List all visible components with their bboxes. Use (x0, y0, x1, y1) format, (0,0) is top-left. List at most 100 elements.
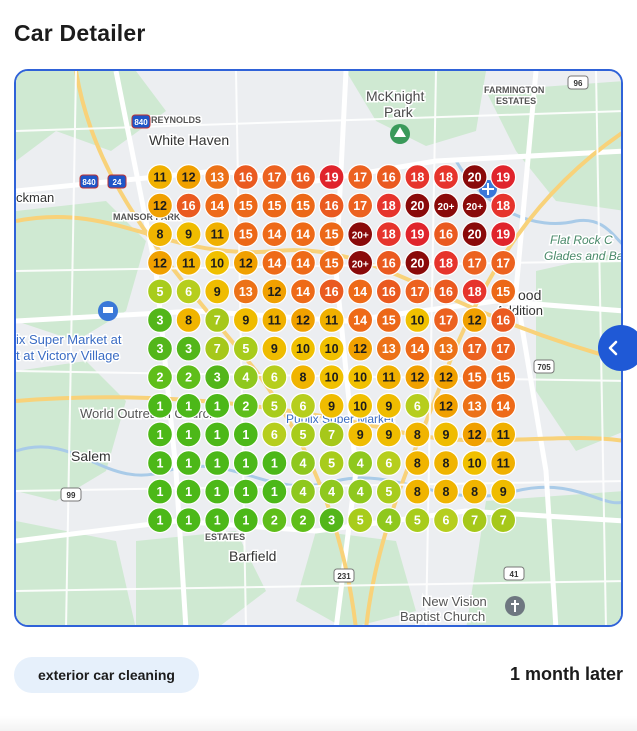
rank-pin[interactable]: 9 (232, 307, 259, 334)
rank-pin[interactable]: 4 (347, 450, 374, 477)
rank-pin[interactable]: 20+ (461, 192, 488, 219)
rank-pin[interactable]: 16 (318, 192, 345, 219)
rank-pin[interactable]: 12 (461, 307, 488, 334)
rank-pin[interactable]: 17 (461, 335, 488, 362)
rank-pin[interactable]: 6 (290, 392, 317, 419)
rank-pin[interactable]: 1 (175, 392, 202, 419)
rank-pin[interactable]: 12 (347, 335, 374, 362)
rank-pin[interactable]: 3 (175, 335, 202, 362)
rank-pin[interactable]: 17 (490, 335, 517, 362)
rank-pin[interactable]: 11 (375, 364, 402, 391)
rank-pin[interactable]: 12 (433, 392, 460, 419)
rank-pin[interactable]: 17 (404, 278, 431, 305)
rank-pin[interactable]: 6 (261, 421, 288, 448)
rank-pin[interactable]: 2 (147, 364, 174, 391)
rank-pin[interactable]: 15 (490, 364, 517, 391)
rank-pin[interactable]: 8 (461, 478, 488, 505)
rank-pin[interactable]: 11 (490, 450, 517, 477)
rank-pin[interactable]: 15 (490, 278, 517, 305)
rank-pin[interactable]: 1 (232, 478, 259, 505)
rank-pin[interactable]: 16 (232, 163, 259, 190)
rank-pin[interactable]: 14 (290, 278, 317, 305)
rank-pin[interactable]: 15 (232, 192, 259, 219)
rank-pin[interactable]: 1 (147, 392, 174, 419)
rank-pin[interactable]: 12 (147, 192, 174, 219)
rank-pin[interactable]: 6 (433, 507, 460, 534)
rank-pin[interactable]: 20 (404, 192, 431, 219)
rank-pin[interactable]: 1 (204, 392, 231, 419)
rank-pin[interactable]: 1 (204, 450, 231, 477)
rank-pin[interactable]: 10 (290, 335, 317, 362)
rank-pin[interactable]: 10 (404, 307, 431, 334)
rank-pin[interactable]: 5 (232, 335, 259, 362)
rank-pin[interactable]: 3 (147, 307, 174, 334)
rank-pin[interactable]: 18 (375, 192, 402, 219)
rank-pin[interactable]: 8 (433, 450, 460, 477)
rank-pin[interactable]: 14 (347, 278, 374, 305)
keyword-tag[interactable]: exterior car cleaning (14, 657, 199, 693)
rank-pin[interactable]: 3 (318, 507, 345, 534)
rank-pin[interactable]: 16 (290, 163, 317, 190)
rank-pin[interactable]: 18 (375, 221, 402, 248)
rank-pin[interactable]: 14 (490, 392, 517, 419)
rank-pin[interactable]: 16 (433, 221, 460, 248)
rank-pin[interactable]: 9 (375, 421, 402, 448)
rank-pin[interactable]: 14 (290, 249, 317, 276)
rank-pin[interactable]: 7 (318, 421, 345, 448)
rank-pin[interactable]: 9 (433, 421, 460, 448)
rank-pin[interactable]: 20 (461, 221, 488, 248)
rank-pin[interactable]: 1 (175, 478, 202, 505)
rank-pin[interactable]: 20+ (433, 192, 460, 219)
rank-pin[interactable]: 1 (232, 507, 259, 534)
rank-pin[interactable]: 1 (147, 450, 174, 477)
rank-pin[interactable]: 7 (461, 507, 488, 534)
rank-pin[interactable]: 1 (204, 421, 231, 448)
rank-pin[interactable]: 16 (375, 163, 402, 190)
rank-pin[interactable]: 13 (204, 163, 231, 190)
rank-pin[interactable]: 16 (318, 278, 345, 305)
rank-pin[interactable]: 16 (175, 192, 202, 219)
rank-pin[interactable]: 1 (147, 421, 174, 448)
rank-pin[interactable]: 6 (175, 278, 202, 305)
rank-pin[interactable]: 2 (232, 392, 259, 419)
rank-pin[interactable]: 20+ (347, 249, 374, 276)
rank-pin[interactable]: 2 (175, 364, 202, 391)
rank-pin[interactable]: 5 (261, 392, 288, 419)
rank-pin[interactable]: 14 (204, 192, 231, 219)
collapse-panel-button[interactable] (598, 325, 637, 371)
rank-pin[interactable]: 16 (375, 278, 402, 305)
rank-pin[interactable]: 7 (204, 307, 231, 334)
rank-pin[interactable]: 11 (490, 421, 517, 448)
rank-pin[interactable]: 16 (433, 278, 460, 305)
rank-pin[interactable]: 5 (290, 421, 317, 448)
rank-pin[interactable]: 15 (261, 192, 288, 219)
rank-pin[interactable]: 8 (175, 307, 202, 334)
rank-pin[interactable]: 9 (347, 421, 374, 448)
rank-pin[interactable]: 1 (147, 507, 174, 534)
rank-pin[interactable]: 16 (375, 249, 402, 276)
rank-pin[interactable]: 14 (261, 249, 288, 276)
rank-pin[interactable]: 8 (404, 478, 431, 505)
rank-pin[interactable]: 11 (147, 163, 174, 190)
rank-pin[interactable]: 15 (232, 221, 259, 248)
rank-pin[interactable]: 1 (261, 478, 288, 505)
rank-pin[interactable]: 12 (290, 307, 317, 334)
rank-pin[interactable]: 20+ (347, 221, 374, 248)
rank-pin[interactable]: 18 (490, 192, 517, 219)
rank-pin[interactable]: 2 (261, 507, 288, 534)
rank-pin[interactable]: 18 (404, 163, 431, 190)
rank-pin[interactable]: 1 (147, 478, 174, 505)
rank-pin[interactable]: 1 (175, 450, 202, 477)
rank-pin[interactable]: 12 (175, 163, 202, 190)
rank-pin[interactable]: 14 (347, 307, 374, 334)
rank-pin[interactable]: 12 (147, 249, 174, 276)
rank-pin[interactable]: 12 (232, 249, 259, 276)
rank-pin[interactable]: 10 (347, 392, 374, 419)
rank-pin[interactable]: 4 (290, 450, 317, 477)
rank-pin[interactable]: 1 (261, 450, 288, 477)
rank-pin[interactable]: 18 (433, 249, 460, 276)
rank-pin[interactable]: 7 (490, 507, 517, 534)
rank-pin[interactable]: 12 (261, 278, 288, 305)
rank-pin[interactable]: 17 (433, 307, 460, 334)
rank-pin[interactable]: 9 (175, 221, 202, 248)
